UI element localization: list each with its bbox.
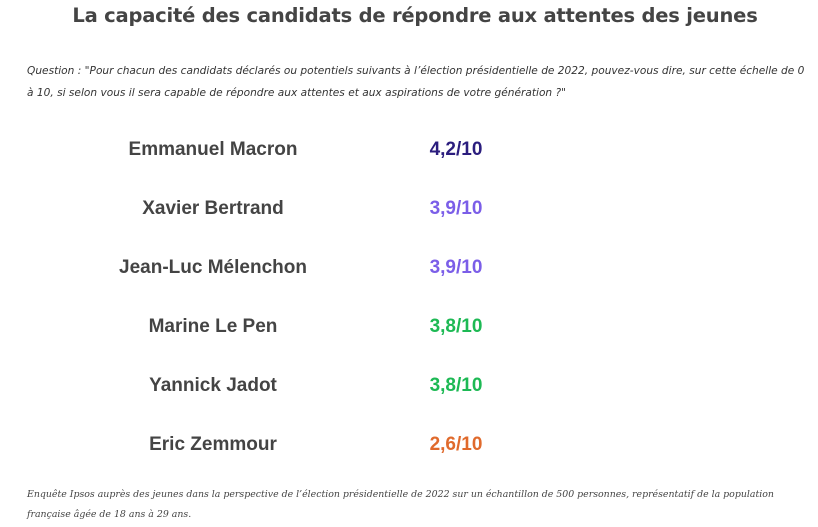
candidate-row: Jean-Luc Mélenchon 3,9/10 bbox=[0, 239, 818, 298]
candidate-score: 3,8/10 bbox=[429, 316, 483, 337]
chart-title: La capacité des candidats de répondre au… bbox=[72, 4, 758, 27]
survey-question: Question : "Pour chacun des candidats dé… bbox=[27, 65, 805, 99]
candidate-name: Yannick Jadot bbox=[149, 375, 277, 396]
candidate-name: Emmanuel Macron bbox=[128, 139, 298, 160]
candidate-row: Emmanuel Macron 4,2/10 bbox=[0, 121, 818, 180]
candidate-score: 3,9/10 bbox=[429, 198, 483, 219]
candidate-row: Eric Zemmour 2,6/10 bbox=[0, 416, 818, 475]
candidate-score-table: Emmanuel Macron 4,2/10 Xavier Bertrand 3… bbox=[0, 121, 818, 475]
candidate-row: Xavier Bertrand 3,9/10 bbox=[0, 180, 818, 239]
candidate-name: Xavier Bertrand bbox=[142, 198, 284, 219]
candidate-score: 3,9/10 bbox=[429, 257, 483, 278]
candidate-score: 4,2/10 bbox=[429, 139, 483, 160]
candidate-row: Yannick Jadot 3,8/10 bbox=[0, 357, 818, 416]
candidate-score: 2,6/10 bbox=[429, 434, 483, 455]
candidate-score: 3,8/10 bbox=[429, 375, 483, 396]
candidate-row: Marine Le Pen 3,8/10 bbox=[0, 298, 818, 357]
source-note: Enquête Ipsos auprès des jeunes dans la … bbox=[27, 489, 774, 520]
candidate-name: Eric Zemmour bbox=[149, 434, 277, 455]
candidate-name: Jean-Luc Mélenchon bbox=[119, 257, 307, 278]
candidate-name: Marine Le Pen bbox=[148, 316, 278, 337]
